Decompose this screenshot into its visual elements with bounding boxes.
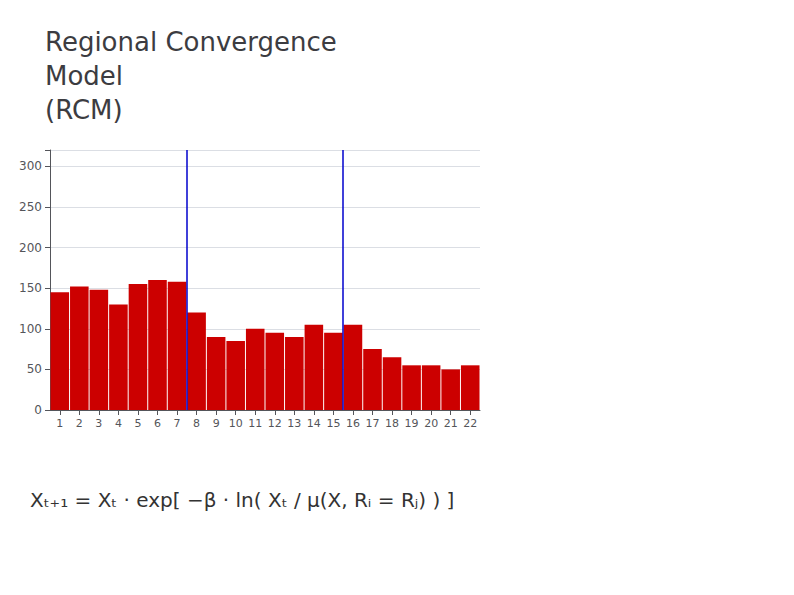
- svg-text:20: 20: [424, 417, 438, 430]
- svg-text:150: 150: [19, 281, 42, 295]
- svg-text:Xₜ₊₁ = Xₜ · exp[ −β · ln( Xₜ /: Xₜ₊₁ = Xₜ · exp[ −β · ln( Xₜ / μ(X, Rᵢ =…: [30, 488, 454, 512]
- svg-text:7: 7: [174, 417, 181, 430]
- svg-text:4: 4: [115, 417, 122, 430]
- svg-text:9: 9: [213, 417, 220, 430]
- svg-text:(RCM): (RCM): [45, 95, 123, 125]
- svg-text:14: 14: [307, 417, 321, 430]
- svg-text:100: 100: [19, 322, 42, 336]
- svg-text:22: 22: [463, 417, 477, 430]
- svg-text:15: 15: [326, 417, 340, 430]
- svg-text:1: 1: [56, 417, 63, 430]
- svg-text:21: 21: [444, 417, 458, 430]
- svg-text:13: 13: [287, 417, 301, 430]
- svg-text:Model: Model: [45, 61, 123, 91]
- svg-text:200: 200: [19, 241, 42, 255]
- svg-text:18: 18: [385, 417, 399, 430]
- svg-text:10: 10: [229, 417, 243, 430]
- svg-text:Regional Convergence: Regional Convergence: [45, 27, 337, 57]
- svg-text:6: 6: [154, 417, 161, 430]
- svg-text:0: 0: [34, 403, 42, 417]
- svg-text:19: 19: [405, 417, 419, 430]
- svg-text:300: 300: [19, 159, 42, 173]
- svg-text:50: 50: [27, 362, 42, 376]
- svg-text:11: 11: [248, 417, 262, 430]
- svg-text:8: 8: [193, 417, 200, 430]
- svg-text:16: 16: [346, 417, 360, 430]
- svg-text:3: 3: [95, 417, 102, 430]
- svg-text:2: 2: [76, 417, 83, 430]
- svg-text:17: 17: [366, 417, 380, 430]
- svg-text:12: 12: [268, 417, 282, 430]
- svg-text:5: 5: [134, 417, 141, 430]
- svg-text:250: 250: [19, 200, 42, 214]
